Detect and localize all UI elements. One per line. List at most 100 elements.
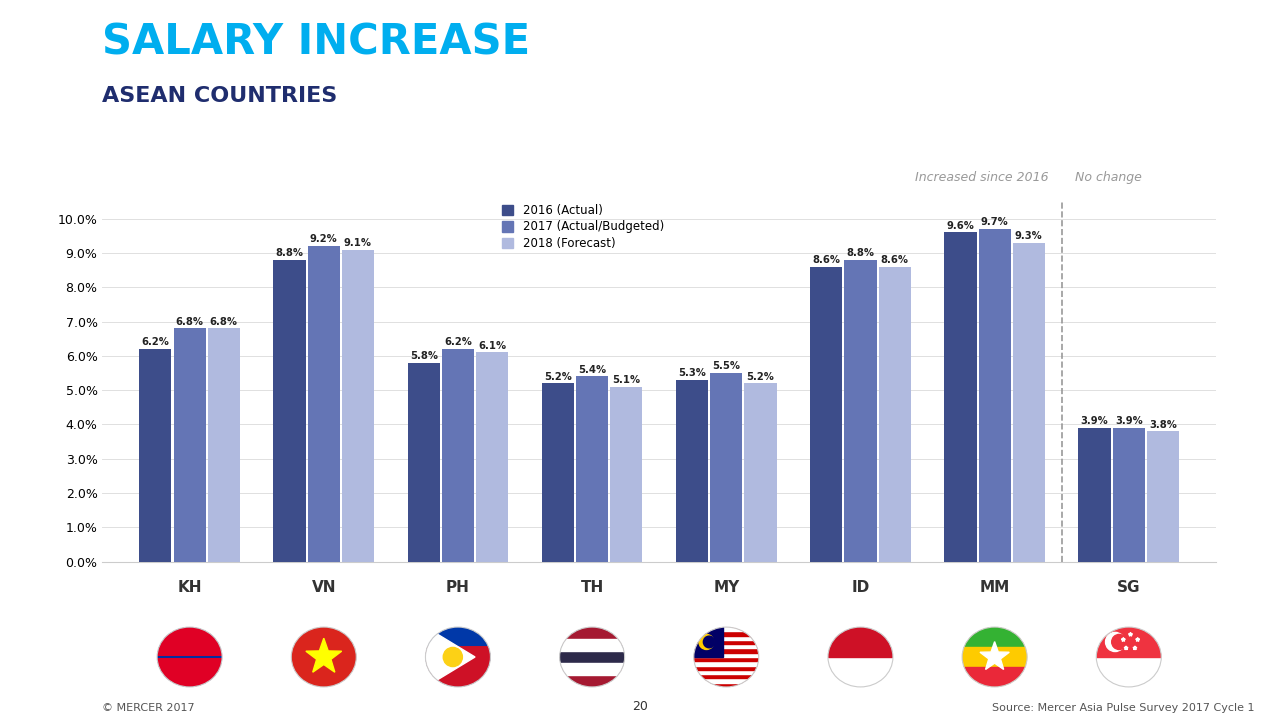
Bar (407, 363, 440, 562)
Bar (558, 633, 626, 645)
Text: 5.4%: 5.4% (579, 365, 607, 374)
Text: 8.8%: 8.8% (846, 248, 874, 258)
Bar (963, 627, 1027, 647)
Polygon shape (425, 627, 475, 687)
Ellipse shape (292, 628, 360, 691)
Bar (1012, 243, 1044, 562)
Text: 5.1%: 5.1% (612, 375, 640, 385)
Bar (694, 661, 759, 665)
Bar (174, 328, 206, 562)
Text: 3.9%: 3.9% (1080, 416, 1108, 426)
Text: 6.1%: 6.1% (479, 341, 506, 351)
Bar (745, 383, 777, 562)
Circle shape (443, 647, 462, 667)
Bar (694, 649, 759, 653)
Ellipse shape (292, 627, 356, 687)
Bar (476, 353, 508, 562)
Bar (963, 667, 1027, 687)
Bar (442, 349, 474, 562)
Text: 6.8%: 6.8% (175, 317, 204, 327)
Bar (694, 636, 759, 640)
Ellipse shape (425, 627, 490, 687)
Bar (845, 260, 877, 562)
Bar (945, 233, 977, 562)
Text: 5.2%: 5.2% (746, 372, 774, 382)
FancyBboxPatch shape (145, 613, 234, 655)
Bar (694, 665, 759, 670)
Polygon shape (980, 642, 1009, 670)
Bar (1079, 428, 1111, 562)
Bar (694, 683, 759, 687)
Ellipse shape (559, 627, 625, 687)
Ellipse shape (694, 627, 759, 687)
Bar (558, 657, 626, 669)
Bar (207, 328, 239, 562)
Text: 5.3%: 5.3% (678, 368, 707, 378)
Bar (1112, 428, 1144, 562)
Ellipse shape (425, 628, 494, 691)
Text: 6.8%: 6.8% (210, 317, 238, 327)
Text: No change: No change (1074, 171, 1142, 184)
Bar (611, 387, 643, 562)
Bar (140, 349, 172, 562)
Text: Source: Mercer Asia Pulse Survey 2017 Cycle 1: Source: Mercer Asia Pulse Survey 2017 Cy… (992, 703, 1254, 713)
Ellipse shape (559, 628, 628, 691)
Bar (558, 639, 626, 651)
Text: Increased since 2016: Increased since 2016 (915, 171, 1048, 184)
Bar (694, 627, 723, 657)
Text: 9.2%: 9.2% (310, 235, 338, 245)
Bar (541, 383, 573, 562)
Text: 8.8%: 8.8% (275, 248, 303, 258)
Text: 6.2%: 6.2% (142, 337, 169, 347)
Bar (694, 644, 759, 649)
Bar (963, 647, 1027, 667)
Circle shape (1106, 632, 1125, 652)
Bar (558, 681, 626, 693)
Bar (342, 250, 374, 562)
Legend: 2016 (Actual), 2017 (Actual/Budgeted), 2018 (Forecast): 2016 (Actual), 2017 (Actual/Budgeted), 2… (498, 200, 668, 253)
Polygon shape (306, 638, 342, 672)
Text: SALARY INCREASE: SALARY INCREASE (102, 22, 530, 63)
Bar (558, 663, 626, 675)
Ellipse shape (157, 627, 223, 687)
Bar (558, 621, 626, 633)
Circle shape (704, 636, 716, 648)
Polygon shape (1121, 638, 1125, 642)
Bar (307, 246, 340, 562)
Bar (676, 380, 708, 562)
Ellipse shape (828, 628, 896, 691)
Bar (810, 266, 842, 562)
Bar (1096, 627, 1161, 657)
Text: 3.9%: 3.9% (1115, 416, 1143, 426)
Bar (978, 229, 1011, 562)
Bar (558, 669, 626, 681)
Bar (694, 674, 759, 678)
Ellipse shape (1096, 628, 1165, 691)
Bar (694, 678, 759, 683)
Text: ASEAN COUNTRIES: ASEAN COUNTRIES (102, 86, 338, 107)
Bar (878, 266, 911, 562)
Text: 3.8%: 3.8% (1149, 420, 1176, 430)
Circle shape (1112, 634, 1126, 649)
Ellipse shape (694, 628, 762, 691)
Text: 9.7%: 9.7% (980, 217, 1009, 228)
Ellipse shape (963, 627, 1027, 687)
Circle shape (699, 634, 714, 649)
Bar (576, 377, 608, 562)
Bar (694, 627, 759, 631)
Text: 8.6%: 8.6% (813, 255, 840, 265)
Text: 5.2%: 5.2% (544, 372, 572, 382)
Bar (694, 670, 759, 674)
Text: 5.5%: 5.5% (712, 361, 740, 372)
Bar (694, 657, 759, 661)
Text: 20: 20 (632, 700, 648, 713)
Text: 9.1%: 9.1% (344, 238, 372, 248)
Text: 5.8%: 5.8% (410, 351, 438, 361)
Text: © MERCER 2017: © MERCER 2017 (102, 703, 195, 713)
Ellipse shape (157, 628, 225, 691)
FancyBboxPatch shape (145, 659, 234, 701)
FancyBboxPatch shape (413, 647, 503, 698)
Bar (558, 645, 626, 657)
Text: 9.6%: 9.6% (946, 221, 974, 230)
Ellipse shape (1096, 627, 1161, 687)
